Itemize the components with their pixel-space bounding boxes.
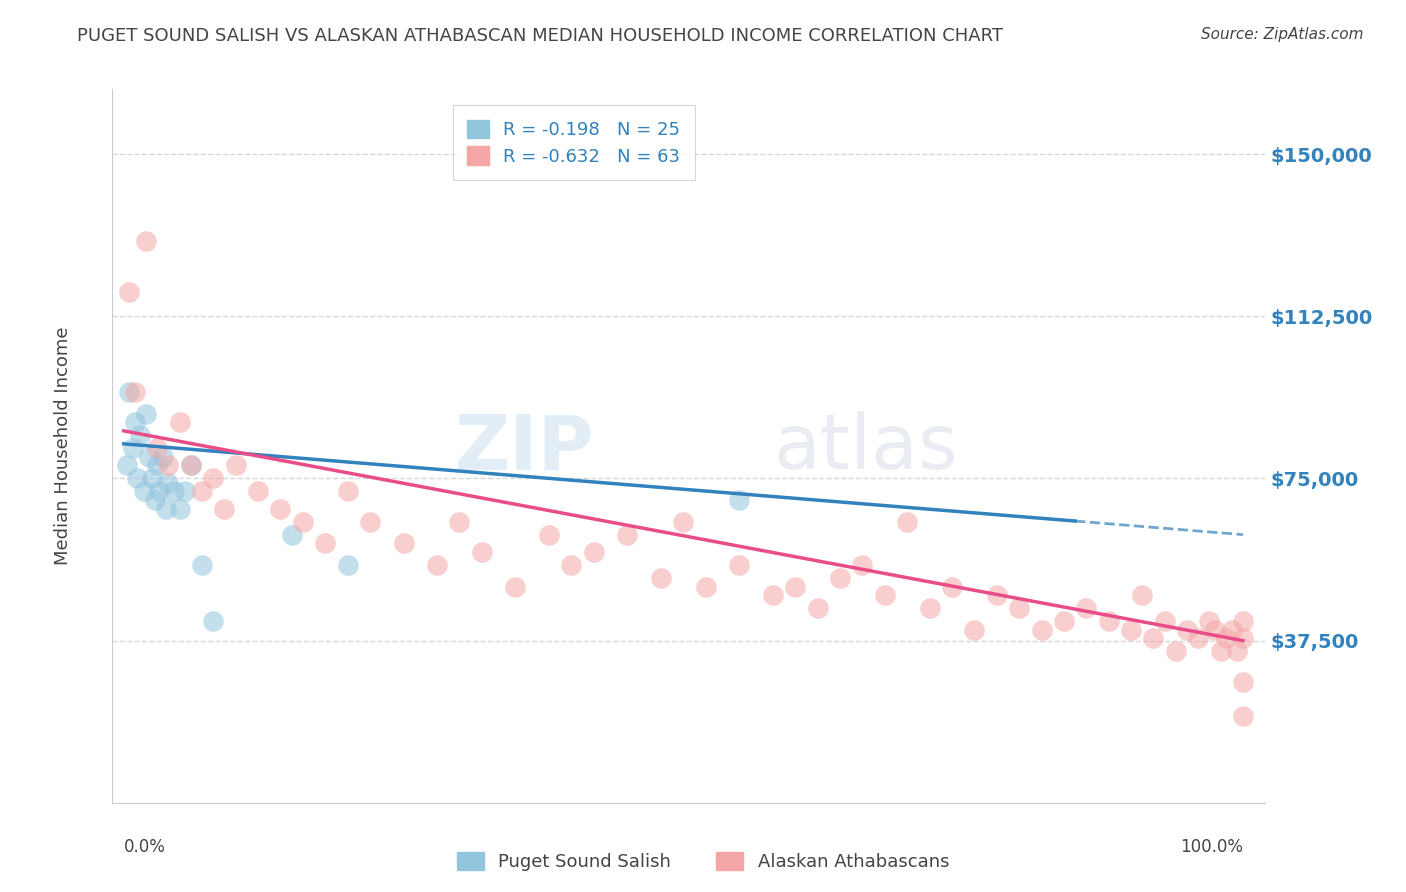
- Point: [762, 588, 785, 602]
- Point: [138, 450, 160, 464]
- Point: [1204, 623, 1226, 637]
- Point: [146, 458, 169, 473]
- Point: [1164, 644, 1187, 658]
- Point: [1232, 632, 1254, 646]
- Point: [918, 601, 941, 615]
- Point: [202, 614, 225, 628]
- Text: atlas: atlas: [773, 411, 957, 485]
- Point: [246, 484, 269, 499]
- Point: [537, 527, 560, 541]
- Point: [155, 501, 177, 516]
- Point: [1198, 614, 1220, 628]
- Point: [728, 558, 751, 572]
- Text: Median Household Income: Median Household Income: [55, 326, 72, 566]
- Point: [986, 588, 1008, 602]
- Point: [121, 441, 143, 455]
- Point: [336, 558, 359, 572]
- Legend: Puget Sound Salish, Alaskan Athabascans: Puget Sound Salish, Alaskan Athabascans: [450, 845, 956, 879]
- Text: 0.0%: 0.0%: [124, 838, 166, 855]
- Point: [115, 458, 138, 473]
- Point: [124, 384, 146, 399]
- Point: [169, 501, 191, 516]
- Point: [180, 458, 202, 473]
- Point: [269, 501, 291, 516]
- Point: [157, 475, 180, 490]
- Point: [1053, 614, 1076, 628]
- Point: [191, 484, 214, 499]
- Point: [336, 484, 359, 499]
- Point: [1098, 614, 1121, 628]
- Point: [807, 601, 830, 615]
- Point: [143, 493, 166, 508]
- Point: [146, 441, 169, 455]
- Point: [392, 536, 415, 550]
- Point: [141, 471, 163, 485]
- Point: [582, 545, 605, 559]
- Point: [1142, 632, 1164, 646]
- Legend: R = -0.198   N = 25, R = -0.632   N = 63: R = -0.198 N = 25, R = -0.632 N = 63: [453, 105, 695, 180]
- Point: [1232, 709, 1254, 723]
- Point: [135, 234, 157, 248]
- Point: [174, 484, 197, 499]
- Point: [314, 536, 336, 550]
- Point: [129, 428, 152, 442]
- Point: [963, 623, 986, 637]
- Point: [1153, 614, 1175, 628]
- Point: [135, 407, 157, 421]
- Point: [124, 415, 146, 429]
- Point: [132, 484, 155, 499]
- Point: [191, 558, 214, 572]
- Point: [426, 558, 449, 572]
- Point: [896, 515, 918, 529]
- Point: [1232, 614, 1254, 628]
- Point: [169, 415, 191, 429]
- Text: Source: ZipAtlas.com: Source: ZipAtlas.com: [1201, 27, 1364, 42]
- Point: [449, 515, 471, 529]
- Point: [359, 515, 381, 529]
- Point: [785, 580, 807, 594]
- Text: PUGET SOUND SALISH VS ALASKAN ATHABASCAN MEDIAN HOUSEHOLD INCOME CORRELATION CHA: PUGET SOUND SALISH VS ALASKAN ATHABASCAN…: [77, 27, 1004, 45]
- Point: [291, 515, 314, 529]
- Point: [1215, 632, 1237, 646]
- Point: [157, 458, 180, 473]
- Point: [118, 384, 141, 399]
- Point: [616, 527, 638, 541]
- Point: [828, 571, 851, 585]
- Point: [851, 558, 873, 572]
- Point: [163, 484, 186, 499]
- Point: [672, 515, 695, 529]
- Point: [695, 580, 717, 594]
- Point: [148, 484, 170, 499]
- Point: [1175, 623, 1198, 637]
- Point: [127, 471, 149, 485]
- Point: [1232, 674, 1254, 689]
- Point: [152, 450, 174, 464]
- Point: [280, 527, 302, 541]
- Point: [202, 471, 225, 485]
- Point: [225, 458, 247, 473]
- Point: [873, 588, 896, 602]
- Point: [941, 580, 963, 594]
- Point: [1209, 644, 1232, 658]
- Point: [1076, 601, 1098, 615]
- Point: [728, 493, 751, 508]
- Point: [650, 571, 672, 585]
- Point: [118, 285, 141, 300]
- Point: [1130, 588, 1153, 602]
- Text: 100.0%: 100.0%: [1180, 838, 1243, 855]
- Point: [1119, 623, 1142, 637]
- Point: [1008, 601, 1031, 615]
- Point: [1220, 623, 1243, 637]
- Point: [471, 545, 494, 559]
- Point: [1187, 632, 1209, 646]
- Text: ZIP: ZIP: [454, 411, 593, 485]
- Point: [505, 580, 527, 594]
- Point: [1226, 644, 1249, 658]
- Point: [1031, 623, 1053, 637]
- Point: [180, 458, 202, 473]
- Point: [214, 501, 236, 516]
- Point: [560, 558, 582, 572]
